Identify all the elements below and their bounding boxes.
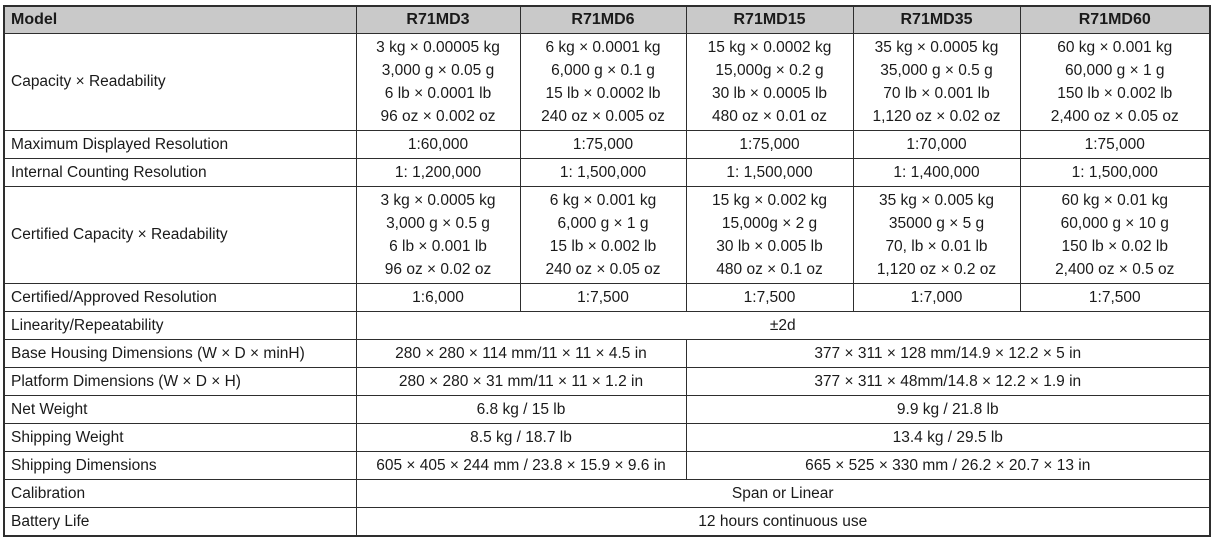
table-row: Net Weight 6.8 kg / 15 lb 9.9 kg / 21.8 lb (3, 394, 1211, 424)
spec-value-cell: 9.9 kg / 21.8 lb (685, 394, 1211, 424)
row-label: Calibration (3, 478, 357, 508)
spec-value-cell: 6 kg × 0.0001 kg 6,000 g × 0.1 g 15 lb × 0… (519, 32, 687, 131)
row-label: Certified/Approved Resolution (3, 282, 357, 312)
spec-value-cell: 1:60,000 (355, 129, 521, 159)
table-row: Calibration Span or Linear (3, 478, 1211, 508)
spec-value-cell: 1:7,500 (519, 282, 687, 312)
table-row: Certified/Approved Resolution 1:6,000 1:7,… (3, 282, 1211, 312)
spec-value-cell: 377 × 311 × 128 mm/14.9 × 12.2 × 5 in (685, 338, 1211, 368)
spec-value-cell: 6.8 kg / 15 lb (355, 394, 687, 424)
column-header-r71md6: R71MD6 (519, 5, 687, 34)
table-row: Shipping Weight 8.5 kg / 18.7 lb 13.4 kg /… (3, 422, 1211, 452)
row-label: Linearity/Repeatability (3, 310, 357, 340)
model-header-label: Model (3, 5, 357, 34)
table-header: Model R71MD3 R71MD6 R71MD15 R71MD35 R71MD60 (3, 5, 1211, 34)
spec-value-cell: 6 kg × 0.001 kg 6,000 g × 1 g 15 lb × 0.00… (519, 185, 687, 284)
spec-value-cell: 1:75,000 (519, 129, 687, 159)
spec-value-cell: 13.4 kg / 29.5 lb (685, 422, 1211, 452)
table-row: Battery Life 12 hours continuous use (3, 506, 1211, 536)
spec-value-cell: Span or Linear (355, 478, 1211, 508)
column-header-r71md35: R71MD35 (852, 5, 1021, 34)
spec-value-cell: 1: 1,500,000 (685, 157, 854, 187)
spec-value-cell: 1: 1,400,000 (852, 157, 1021, 187)
table-row: Shipping Dimensions 605 × 405 × 244 mm / … (3, 450, 1211, 480)
spec-value-cell: 1:7,000 (852, 282, 1021, 312)
spec-value-cell: 1:7,500 (1019, 282, 1211, 312)
spec-value-cell: 60 kg × 0.001 kg 60,000 g × 1 g 150 lb × 0… (1019, 32, 1211, 131)
spec-table-body: Capacity × Readability 3 kg × 0.00005 kg 3… (3, 32, 1211, 536)
spec-value-cell: 1:7,500 (685, 282, 854, 312)
spec-value-cell: 665 × 525 × 330 mm / 26.2 × 20.7 × 13 in (685, 450, 1211, 480)
row-label: Battery Life (3, 506, 357, 536)
row-label: Certified Capacity × Readability (3, 185, 357, 284)
row-label: Net Weight (3, 394, 357, 424)
spec-value-cell: 1:6,000 (355, 282, 521, 312)
spec-value-cell: 280 × 280 × 31 mm/11 × 11 × 1.2 in (355, 366, 687, 396)
spec-value-cell: 8.5 kg / 18.7 lb (355, 422, 687, 452)
table-row: Capacity × Readability 3 kg × 0.00005 kg 3… (3, 32, 1211, 131)
table-row: Maximum Displayed Resolution 1:60,000 1:75… (3, 129, 1211, 159)
row-label: Shipping Dimensions (3, 450, 357, 480)
spec-value-cell: 12 hours continuous use (355, 506, 1211, 536)
column-header-r71md60: R71MD60 (1019, 5, 1211, 34)
header-row: Model R71MD3 R71MD6 R71MD15 R71MD35 R71MD60 (3, 5, 1211, 34)
spec-value-cell: 35 kg × 0.0005 kg 35,000 g × 0.5 g 70 lb ×… (852, 32, 1021, 131)
row-label: Platform Dimensions (W × D × H) (3, 366, 357, 396)
spec-value-cell: 15 kg × 0.0002 kg 15,000g × 0.2 g 30 lb × … (685, 32, 854, 131)
spec-value-cell: 1:70,000 (852, 129, 1021, 159)
spec-value-cell: 1:75,000 (685, 129, 854, 159)
row-label: Maximum Displayed Resolution (3, 129, 357, 159)
spec-value-cell: 1: 1,500,000 (1019, 157, 1211, 187)
row-label: Base Housing Dimensions (W × D × minH) (3, 338, 357, 368)
spec-value-cell: ±2d (355, 310, 1211, 340)
table-row: Certified Capacity × Readability 3 kg × 0… (3, 185, 1211, 284)
spec-value-cell: 605 × 405 × 244 mm / 23.8 × 15.9 × 9.6 i… (355, 450, 687, 480)
table-row: Linearity/Repeatability ±2d (3, 310, 1211, 340)
spec-value-cell: 35 kg × 0.005 kg 35000 g × 5 g 70, lb × 0.… (852, 185, 1021, 284)
table-row: Internal Counting Resolution 1: 1,200,000… (3, 157, 1211, 187)
specifications-table: Model R71MD3 R71MD6 R71MD15 R71MD35 R71MD60 … (3, 5, 1211, 537)
spec-value-cell: 377 × 311 × 48mm/14.8 × 12.2 × 1.9 in (685, 366, 1211, 396)
row-label: Capacity × Readability (3, 32, 357, 131)
row-label: Internal Counting Resolution (3, 157, 357, 187)
table-row: Platform Dimensions (W × D × H) 280 × 280… (3, 366, 1211, 396)
table-row: Base Housing Dimensions (W × D × minH) 28… (3, 338, 1211, 368)
spec-value-cell: 1: 1,200,000 (355, 157, 521, 187)
column-header-r71md15: R71MD15 (685, 5, 854, 34)
spec-value-cell: 280 × 280 × 114 mm/11 × 11 × 4.5 in (355, 338, 687, 368)
spec-value-cell: 60 kg × 0.01 kg 60,000 g × 10 g 150 lb × 0… (1019, 185, 1211, 284)
spec-value-cell: 1: 1,500,000 (519, 157, 687, 187)
row-label: Shipping Weight (3, 422, 357, 452)
spec-value-cell: 1:75,000 (1019, 129, 1211, 159)
column-header-r71md3: R71MD3 (355, 5, 521, 34)
spec-value-cell: 15 kg × 0.002 kg 15,000g × 2 g 30 lb × 0.0… (685, 185, 854, 284)
